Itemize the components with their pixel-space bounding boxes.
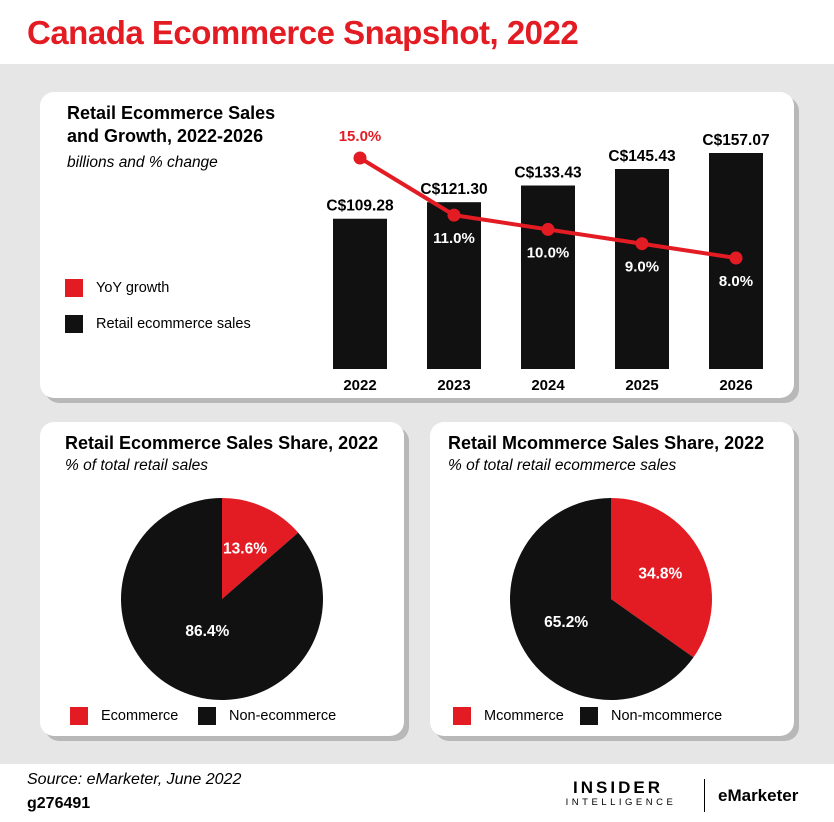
legend-label-non-mcommerce: Non-mcommerce [611, 708, 723, 724]
sales-value-label-2024: C$133.43 [514, 165, 582, 182]
legend-item-non-ecommerce: Non-ecommerce [198, 707, 336, 725]
legend-swatch-red [70, 707, 88, 725]
ecommerce-share-title: Retail Ecommerce Sales Share, 2022 [65, 433, 379, 453]
sales-growth-subtitle: billions and % change [67, 154, 218, 171]
sales-bar-2025 [615, 169, 669, 369]
mcommerce-share-pie: 34.8% 65.2% [509, 498, 712, 700]
legend-item-non-mcommerce: Non-mcommerce [580, 707, 722, 725]
sales-value-label-2022: C$109.28 [326, 198, 394, 215]
sales-growth-card: Retail Ecommerce Sales and Growth, 2022-… [40, 92, 794, 398]
pie-label-non-ecommerce: 86.4% [185, 623, 229, 640]
sales-bar-2022 [333, 218, 387, 369]
pie-label-non-mcommerce: 65.2% [544, 614, 588, 631]
x-tick-label-2024: 2024 [531, 377, 565, 394]
mcommerce-share-card: Retail Mcommerce Sales Share, 2022 % of … [430, 422, 794, 736]
legend-item-mcommerce: Mcommerce [453, 707, 564, 725]
ecommerce-share-card: Retail Ecommerce Sales Share, 2022 % of … [40, 422, 404, 736]
pie-slice-mcommerce [611, 498, 712, 658]
legend-item-ecommerce: Ecommerce [70, 707, 178, 725]
x-tick-label-2023: 2023 [437, 377, 470, 394]
sales-value-label-2025: C$145.43 [608, 148, 676, 165]
yoy-growth-point-2024 [541, 222, 555, 236]
legend-label-sales: Retail ecommerce sales [96, 316, 251, 332]
legend-label-yoy-growth: YoY growth [96, 280, 170, 296]
x-tick-label-2022: 2022 [343, 377, 376, 394]
insider-intelligence-logo: INSIDER [573, 778, 663, 797]
insider-intelligence-logo-subtext: INTELLIGENCE [565, 797, 677, 808]
legend-item-sales: Retail ecommerce sales [65, 315, 251, 333]
source-note: Source: eMarketer, June 2022 [27, 771, 242, 788]
sales-value-label-2026: C$157.07 [702, 132, 769, 149]
yoy-growth-point-2026 [729, 251, 743, 265]
yoy-growth-point-2023 [447, 208, 461, 222]
yoy-growth-label-2022: 15.0% [339, 128, 382, 145]
legend-item-yoy-growth: YoY growth [65, 279, 169, 297]
pie-slice-non-mcommerce [509, 498, 694, 700]
legend-swatch-black [65, 315, 83, 333]
sales-growth-chart: C$109.28 2022 C$121.30 2023 C$133.43 2024 C$14… [326, 128, 769, 394]
yoy-growth-label-2025: 9.0% [625, 259, 659, 276]
pie-slice-ecommerce [222, 498, 299, 599]
logo-divider [704, 779, 705, 812]
legend-swatch-red [65, 279, 83, 297]
yoy-growth-label-2026: 8.0% [719, 273, 753, 290]
sales-bar-2024 [521, 185, 575, 369]
x-tick-label-2025: 2025 [625, 377, 658, 394]
pie-label-ecommerce: 13.6% [223, 540, 267, 557]
legend-swatch-black [580, 707, 598, 725]
mcommerce-share-subtitle: % of total retail ecommerce sales [448, 457, 677, 474]
yoy-growth-point-2022 [353, 151, 367, 165]
x-tick-label-2026: 2026 [719, 377, 752, 394]
legend-label-ecommerce: Ecommerce [101, 708, 179, 724]
yoy-growth-label-2024: 10.0% [527, 244, 570, 261]
sales-value-label-2023: C$121.30 [420, 181, 487, 198]
legend-swatch-black [198, 707, 216, 725]
mcommerce-share-title: Retail Mcommerce Sales Share, 2022 [448, 433, 765, 453]
legend-label-non-ecommerce: Non-ecommerce [229, 708, 337, 724]
sales-bar-2023 [427, 202, 481, 369]
yoy-growth-point-2025 [635, 237, 649, 251]
chart-id: g276491 [27, 795, 91, 812]
legend-swatch-red [453, 707, 471, 725]
emarketer-logo: eMarketer [718, 786, 799, 805]
pie-label-mcommerce: 34.8% [638, 565, 682, 582]
pie-slice-non-ecommerce [120, 498, 323, 700]
legend-label-mcommerce: Mcommerce [484, 708, 564, 724]
sales-growth-title: Retail Ecommerce Sales and Growth, 2022-… [67, 103, 276, 146]
yoy-growth-label-2023: 11.0% [433, 230, 475, 247]
page-title: Canada Ecommerce Snapshot, 2022 [27, 14, 579, 51]
ecommerce-share-subtitle: % of total retail sales [65, 457, 209, 474]
ecommerce-share-pie: 13.6% 86.4% [120, 498, 323, 700]
